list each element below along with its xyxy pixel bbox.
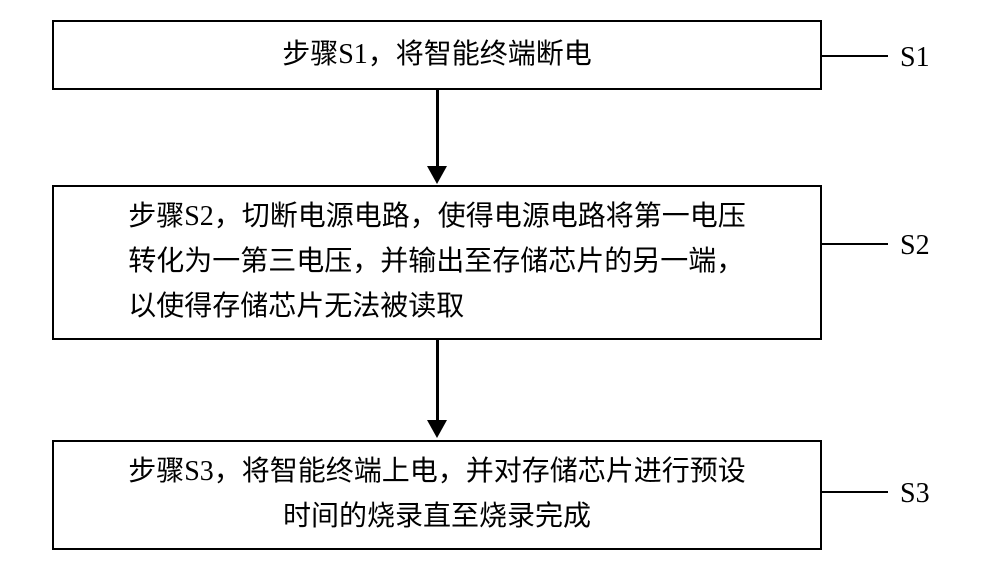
label-s2: S2: [900, 230, 930, 262]
arrow-head-1: [427, 166, 447, 184]
connector-s2: [822, 243, 888, 245]
connector-s1: [822, 55, 888, 57]
node-s3-line1: 步骤S3，将智能终端上电，并对存储芯片进行预设: [74, 450, 800, 495]
label-s1: S1: [900, 42, 930, 74]
flowchart-node-s1: 步骤S1，将智能终端断电: [52, 20, 822, 90]
flowchart-node-s2: 步骤S2，切断电源电路，使得电源电路将第一电压 转化为一第三电压，并输出至存储芯…: [52, 185, 822, 340]
flowchart-container: 步骤S1，将智能终端断电 S1 步骤S2，切断电源电路，使得电源电路将第一电压 …: [0, 0, 1000, 571]
arrow-line-1: [436, 90, 439, 168]
node-s3-text: 步骤S3，将智能终端上电，并对存储芯片进行预设 时间的烧录直至烧录完成: [74, 450, 800, 540]
node-s2-line2: 转化为一第三电压，并输出至存储芯片的另一端，: [128, 240, 746, 285]
arrow-head-2: [427, 420, 447, 438]
node-s1-text: 步骤S1，将智能终端断电: [74, 33, 800, 78]
node-s2-line3: 以使得存储芯片无法被读取: [128, 285, 746, 330]
flowchart-node-s3: 步骤S3，将智能终端上电，并对存储芯片进行预设 时间的烧录直至烧录完成: [52, 440, 822, 550]
node-s2-text: 步骤S2，切断电源电路，使得电源电路将第一电压 转化为一第三电压，并输出至存储芯…: [128, 195, 746, 329]
node-s3-line2: 时间的烧录直至烧录完成: [74, 495, 800, 540]
node-s2-line1: 步骤S2，切断电源电路，使得电源电路将第一电压: [128, 195, 746, 240]
label-s3: S3: [900, 478, 930, 510]
connector-s3: [822, 491, 888, 493]
arrow-line-2: [436, 340, 439, 422]
